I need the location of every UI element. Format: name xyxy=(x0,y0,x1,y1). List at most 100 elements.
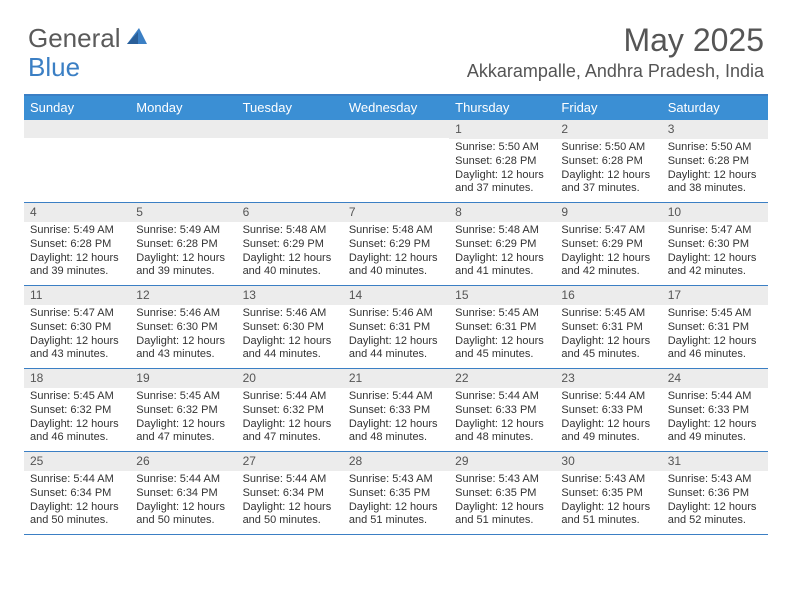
daylight-text-1: Daylight: 12 hours xyxy=(455,418,549,432)
daylight-text-1: Daylight: 12 hours xyxy=(561,501,655,515)
sunset-text: Sunset: 6:33 PM xyxy=(349,404,443,418)
daylight-text-1: Daylight: 12 hours xyxy=(668,252,762,266)
week-row: 11Sunrise: 5:47 AMSunset: 6:30 PMDayligh… xyxy=(24,286,768,369)
day-number: 25 xyxy=(24,452,130,471)
sunset-text: Sunset: 6:28 PM xyxy=(136,238,230,252)
sunrise-text: Sunrise: 5:44 AM xyxy=(455,390,549,404)
day-cell xyxy=(237,120,343,202)
day-cell xyxy=(24,120,130,202)
day-number-empty xyxy=(24,120,130,138)
sunset-text: Sunset: 6:29 PM xyxy=(561,238,655,252)
sunset-text: Sunset: 6:30 PM xyxy=(30,321,124,335)
daylight-text-2: and 44 minutes. xyxy=(243,348,337,362)
day-cell: 19Sunrise: 5:45 AMSunset: 6:32 PMDayligh… xyxy=(130,369,236,451)
daylight-text-1: Daylight: 12 hours xyxy=(455,169,549,183)
day-cell: 20Sunrise: 5:44 AMSunset: 6:32 PMDayligh… xyxy=(237,369,343,451)
daylight-text-1: Daylight: 12 hours xyxy=(349,418,443,432)
day-body: Sunrise: 5:43 AMSunset: 6:35 PMDaylight:… xyxy=(555,471,661,534)
day-cell: 29Sunrise: 5:43 AMSunset: 6:35 PMDayligh… xyxy=(449,452,555,534)
day-body: Sunrise: 5:47 AMSunset: 6:30 PMDaylight:… xyxy=(662,222,768,285)
sunrise-text: Sunrise: 5:43 AM xyxy=(349,473,443,487)
daylight-text-1: Daylight: 12 hours xyxy=(455,335,549,349)
sunset-text: Sunset: 6:33 PM xyxy=(668,404,762,418)
daylight-text-2: and 45 minutes. xyxy=(561,348,655,362)
daylight-text-2: and 51 minutes. xyxy=(349,514,443,528)
day-cell: 13Sunrise: 5:46 AMSunset: 6:30 PMDayligh… xyxy=(237,286,343,368)
day-cell: 7Sunrise: 5:48 AMSunset: 6:29 PMDaylight… xyxy=(343,203,449,285)
day-number: 16 xyxy=(555,286,661,305)
weekday-header: Tuesday xyxy=(237,96,343,120)
sunrise-text: Sunrise: 5:48 AM xyxy=(349,224,443,238)
daylight-text-1: Daylight: 12 hours xyxy=(349,501,443,515)
weekday-header: Monday xyxy=(130,96,236,120)
daylight-text-2: and 49 minutes. xyxy=(561,431,655,445)
sunset-text: Sunset: 6:32 PM xyxy=(30,404,124,418)
sunset-text: Sunset: 6:31 PM xyxy=(668,321,762,335)
day-number: 27 xyxy=(237,452,343,471)
sunrise-text: Sunrise: 5:45 AM xyxy=(136,390,230,404)
daylight-text-1: Daylight: 12 hours xyxy=(243,418,337,432)
daylight-text-2: and 40 minutes. xyxy=(349,265,443,279)
day-body: Sunrise: 5:46 AMSunset: 6:30 PMDaylight:… xyxy=(237,305,343,368)
daylight-text-1: Daylight: 12 hours xyxy=(136,501,230,515)
day-number: 11 xyxy=(24,286,130,305)
sunrise-text: Sunrise: 5:47 AM xyxy=(668,224,762,238)
logo-text-blue: Blue xyxy=(28,52,80,83)
daylight-text-1: Daylight: 12 hours xyxy=(668,418,762,432)
day-number: 28 xyxy=(343,452,449,471)
sunrise-text: Sunrise: 5:50 AM xyxy=(668,141,762,155)
sunrise-text: Sunrise: 5:43 AM xyxy=(455,473,549,487)
sunrise-text: Sunrise: 5:50 AM xyxy=(455,141,549,155)
location: Akkarampalle, Andhra Pradesh, India xyxy=(467,61,764,82)
daylight-text-1: Daylight: 12 hours xyxy=(561,169,655,183)
day-body: Sunrise: 5:44 AMSunset: 6:34 PMDaylight:… xyxy=(237,471,343,534)
sunset-text: Sunset: 6:33 PM xyxy=(561,404,655,418)
sunset-text: Sunset: 6:35 PM xyxy=(349,487,443,501)
logo-sail-icon xyxy=(125,22,149,53)
day-number: 14 xyxy=(343,286,449,305)
day-cell: 4Sunrise: 5:49 AMSunset: 6:28 PMDaylight… xyxy=(24,203,130,285)
sunset-text: Sunset: 6:36 PM xyxy=(668,487,762,501)
sunrise-text: Sunrise: 5:46 AM xyxy=(136,307,230,321)
sunset-text: Sunset: 6:28 PM xyxy=(30,238,124,252)
weekday-header-row: SundayMondayTuesdayWednesdayThursdayFrid… xyxy=(24,96,768,120)
sunset-text: Sunset: 6:31 PM xyxy=(561,321,655,335)
day-number: 4 xyxy=(24,203,130,222)
sunrise-text: Sunrise: 5:43 AM xyxy=(561,473,655,487)
day-cell: 27Sunrise: 5:44 AMSunset: 6:34 PMDayligh… xyxy=(237,452,343,534)
day-cell: 30Sunrise: 5:43 AMSunset: 6:35 PMDayligh… xyxy=(555,452,661,534)
daylight-text-1: Daylight: 12 hours xyxy=(668,335,762,349)
day-body: Sunrise: 5:43 AMSunset: 6:35 PMDaylight:… xyxy=(449,471,555,534)
day-number: 20 xyxy=(237,369,343,388)
week-row: 18Sunrise: 5:45 AMSunset: 6:32 PMDayligh… xyxy=(24,369,768,452)
day-body: Sunrise: 5:45 AMSunset: 6:32 PMDaylight:… xyxy=(130,388,236,451)
week-row: 25Sunrise: 5:44 AMSunset: 6:34 PMDayligh… xyxy=(24,452,768,535)
sunset-text: Sunset: 6:34 PM xyxy=(30,487,124,501)
sunrise-text: Sunrise: 5:45 AM xyxy=(561,307,655,321)
day-number: 6 xyxy=(237,203,343,222)
calendar: SundayMondayTuesdayWednesdayThursdayFrid… xyxy=(24,94,768,535)
day-cell: 16Sunrise: 5:45 AMSunset: 6:31 PMDayligh… xyxy=(555,286,661,368)
day-number: 7 xyxy=(343,203,449,222)
day-cell: 21Sunrise: 5:44 AMSunset: 6:33 PMDayligh… xyxy=(343,369,449,451)
sunset-text: Sunset: 6:34 PM xyxy=(136,487,230,501)
day-body: Sunrise: 5:48 AMSunset: 6:29 PMDaylight:… xyxy=(449,222,555,285)
day-number: 10 xyxy=(662,203,768,222)
weekday-header: Thursday xyxy=(449,96,555,120)
daylight-text-2: and 52 minutes. xyxy=(668,514,762,528)
sunset-text: Sunset: 6:31 PM xyxy=(349,321,443,335)
day-body: Sunrise: 5:44 AMSunset: 6:33 PMDaylight:… xyxy=(343,388,449,451)
daylight-text-1: Daylight: 12 hours xyxy=(30,335,124,349)
daylight-text-1: Daylight: 12 hours xyxy=(455,252,549,266)
sunrise-text: Sunrise: 5:48 AM xyxy=(455,224,549,238)
month-title: May 2025 xyxy=(467,22,764,59)
day-number: 2 xyxy=(555,120,661,139)
day-body: Sunrise: 5:43 AMSunset: 6:36 PMDaylight:… xyxy=(662,471,768,534)
weekday-header: Sunday xyxy=(24,96,130,120)
day-body: Sunrise: 5:49 AMSunset: 6:28 PMDaylight:… xyxy=(130,222,236,285)
day-number: 26 xyxy=(130,452,236,471)
day-cell xyxy=(130,120,236,202)
sunrise-text: Sunrise: 5:44 AM xyxy=(136,473,230,487)
daylight-text-1: Daylight: 12 hours xyxy=(668,501,762,515)
day-body: Sunrise: 5:44 AMSunset: 6:33 PMDaylight:… xyxy=(555,388,661,451)
